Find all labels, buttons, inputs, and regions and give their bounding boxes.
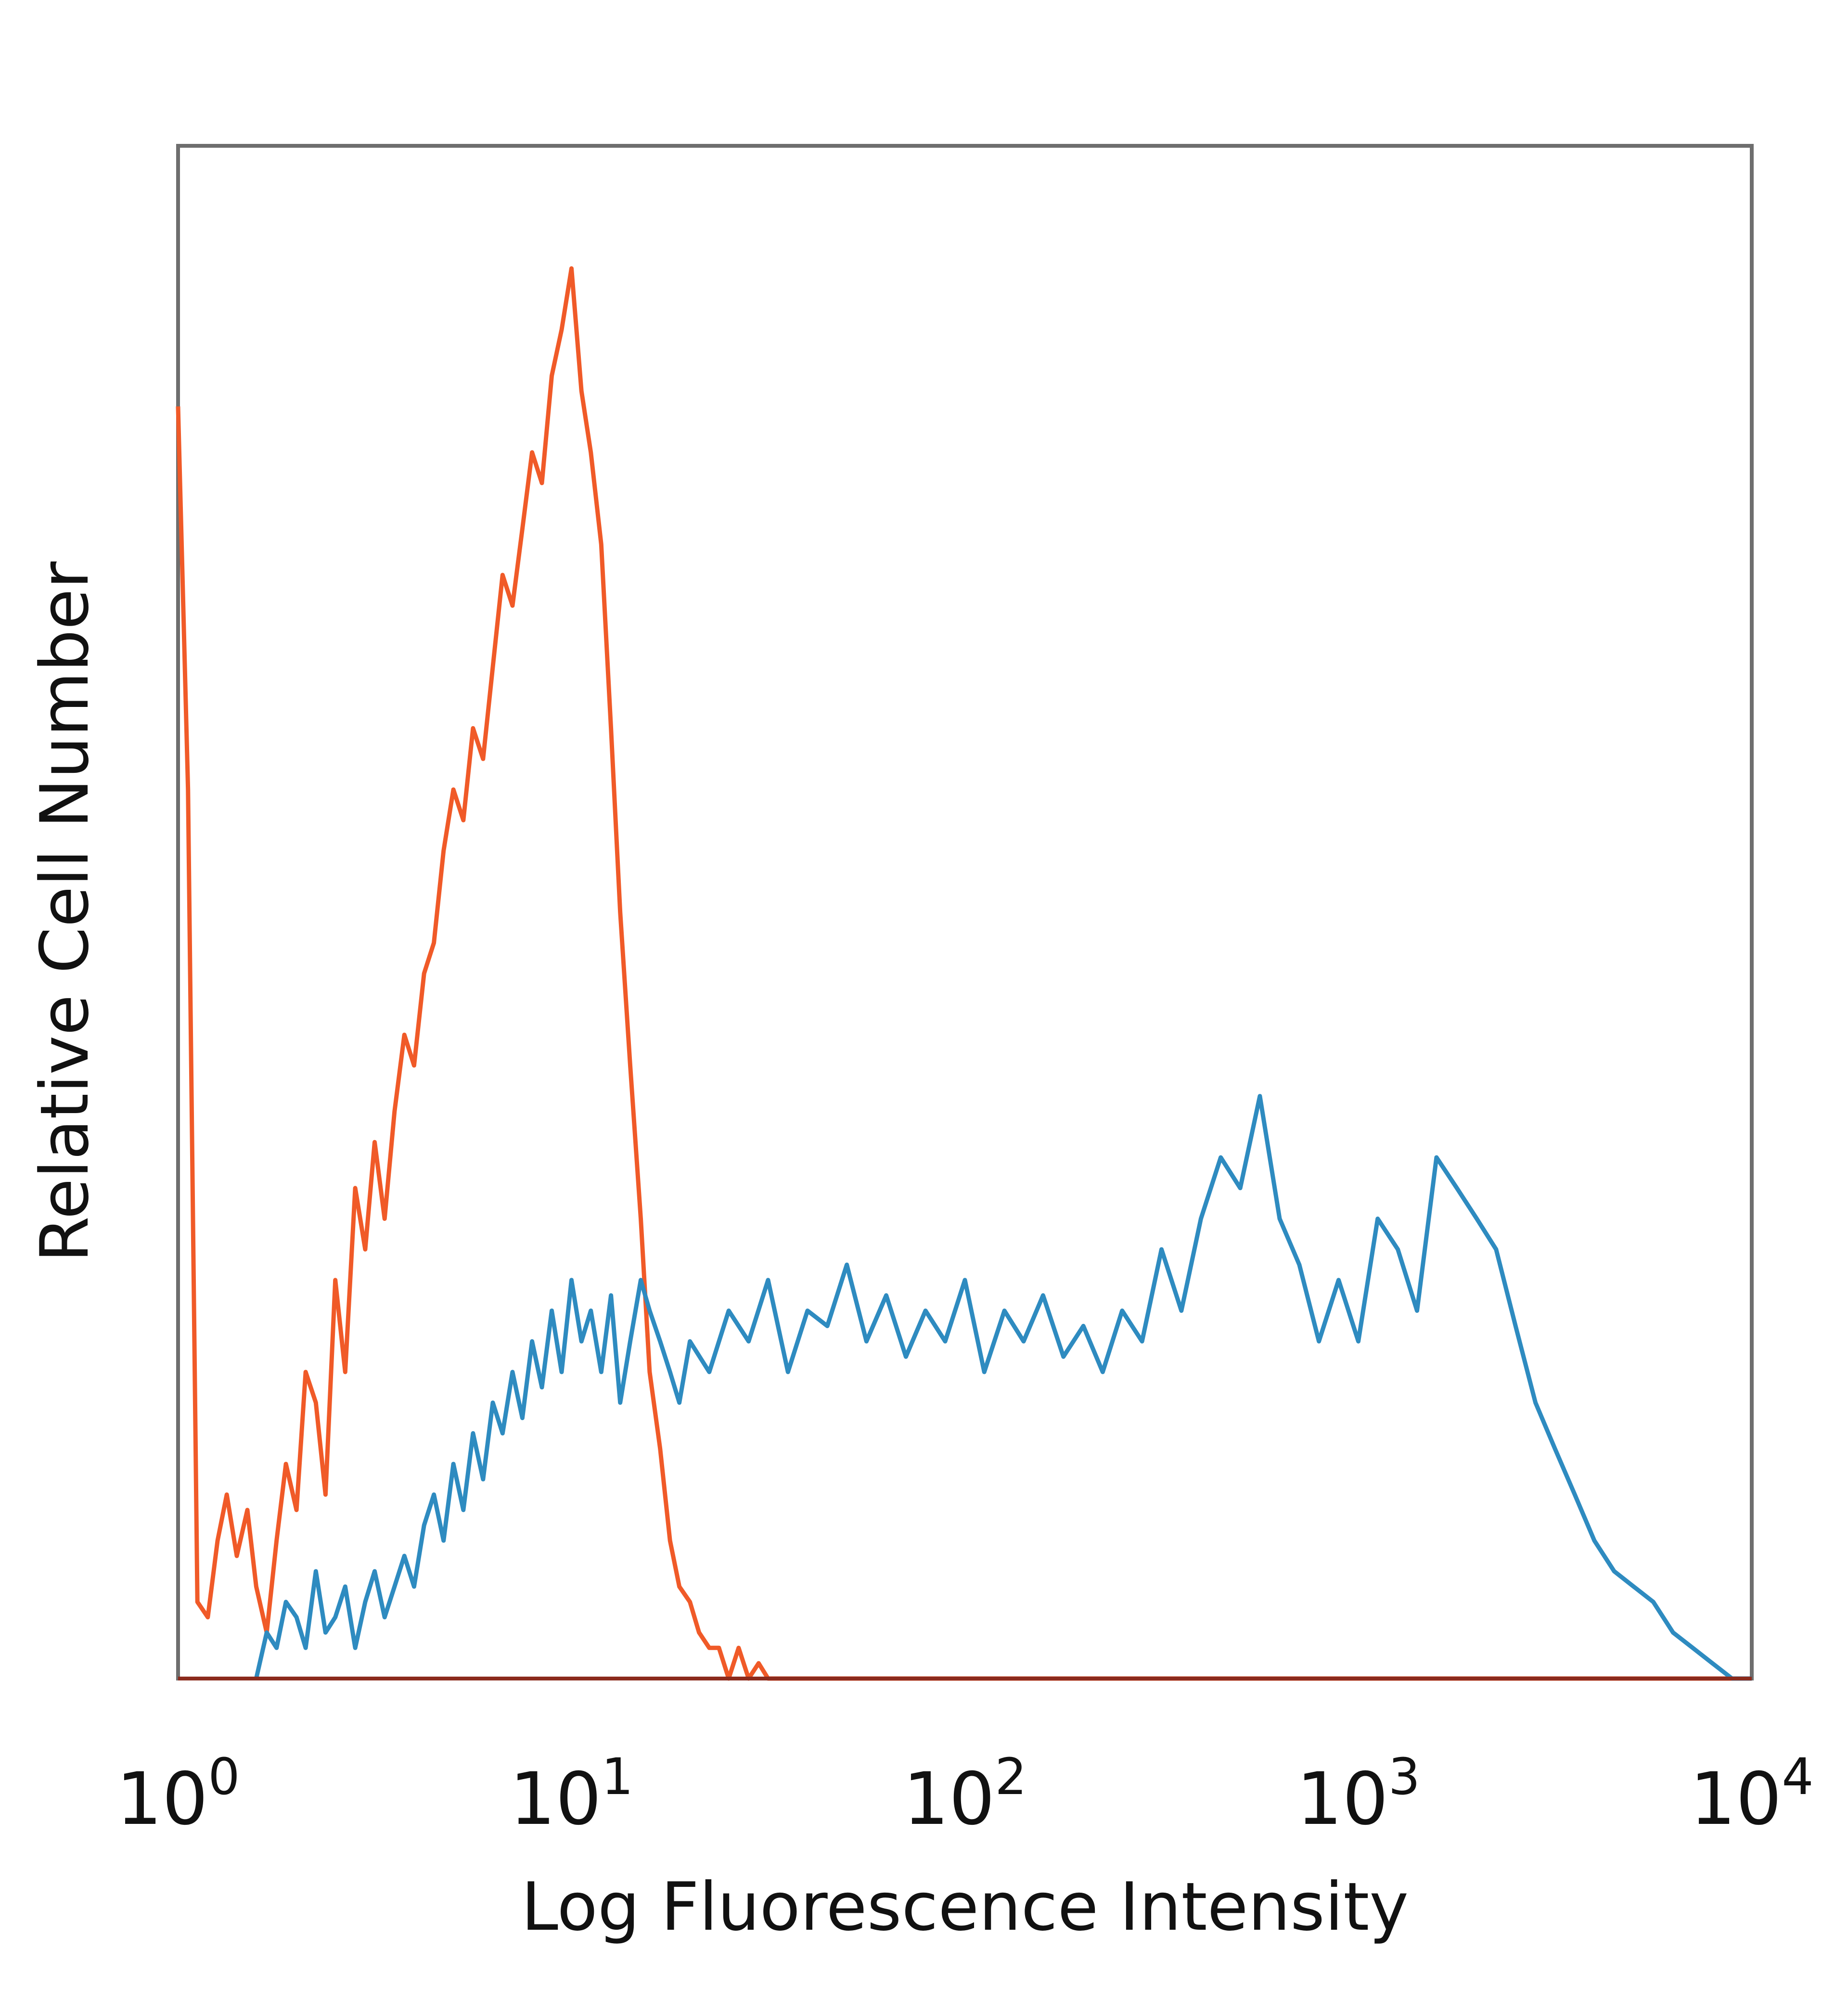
x-tick-labels: 100 101 102 103 104: [116, 1747, 1813, 1841]
series-line-1: [176, 266, 1752, 1681]
x-tick-label-0: 100: [116, 1747, 240, 1841]
x-axis-title: Log Fluorescence Intensity: [521, 1868, 1409, 1946]
series-layer: [176, 266, 1752, 1681]
series-line-2: [254, 1094, 1752, 1681]
x-tick-label-2: 102: [903, 1747, 1027, 1841]
y-axis-title: Relative Cell Number: [26, 561, 103, 1262]
